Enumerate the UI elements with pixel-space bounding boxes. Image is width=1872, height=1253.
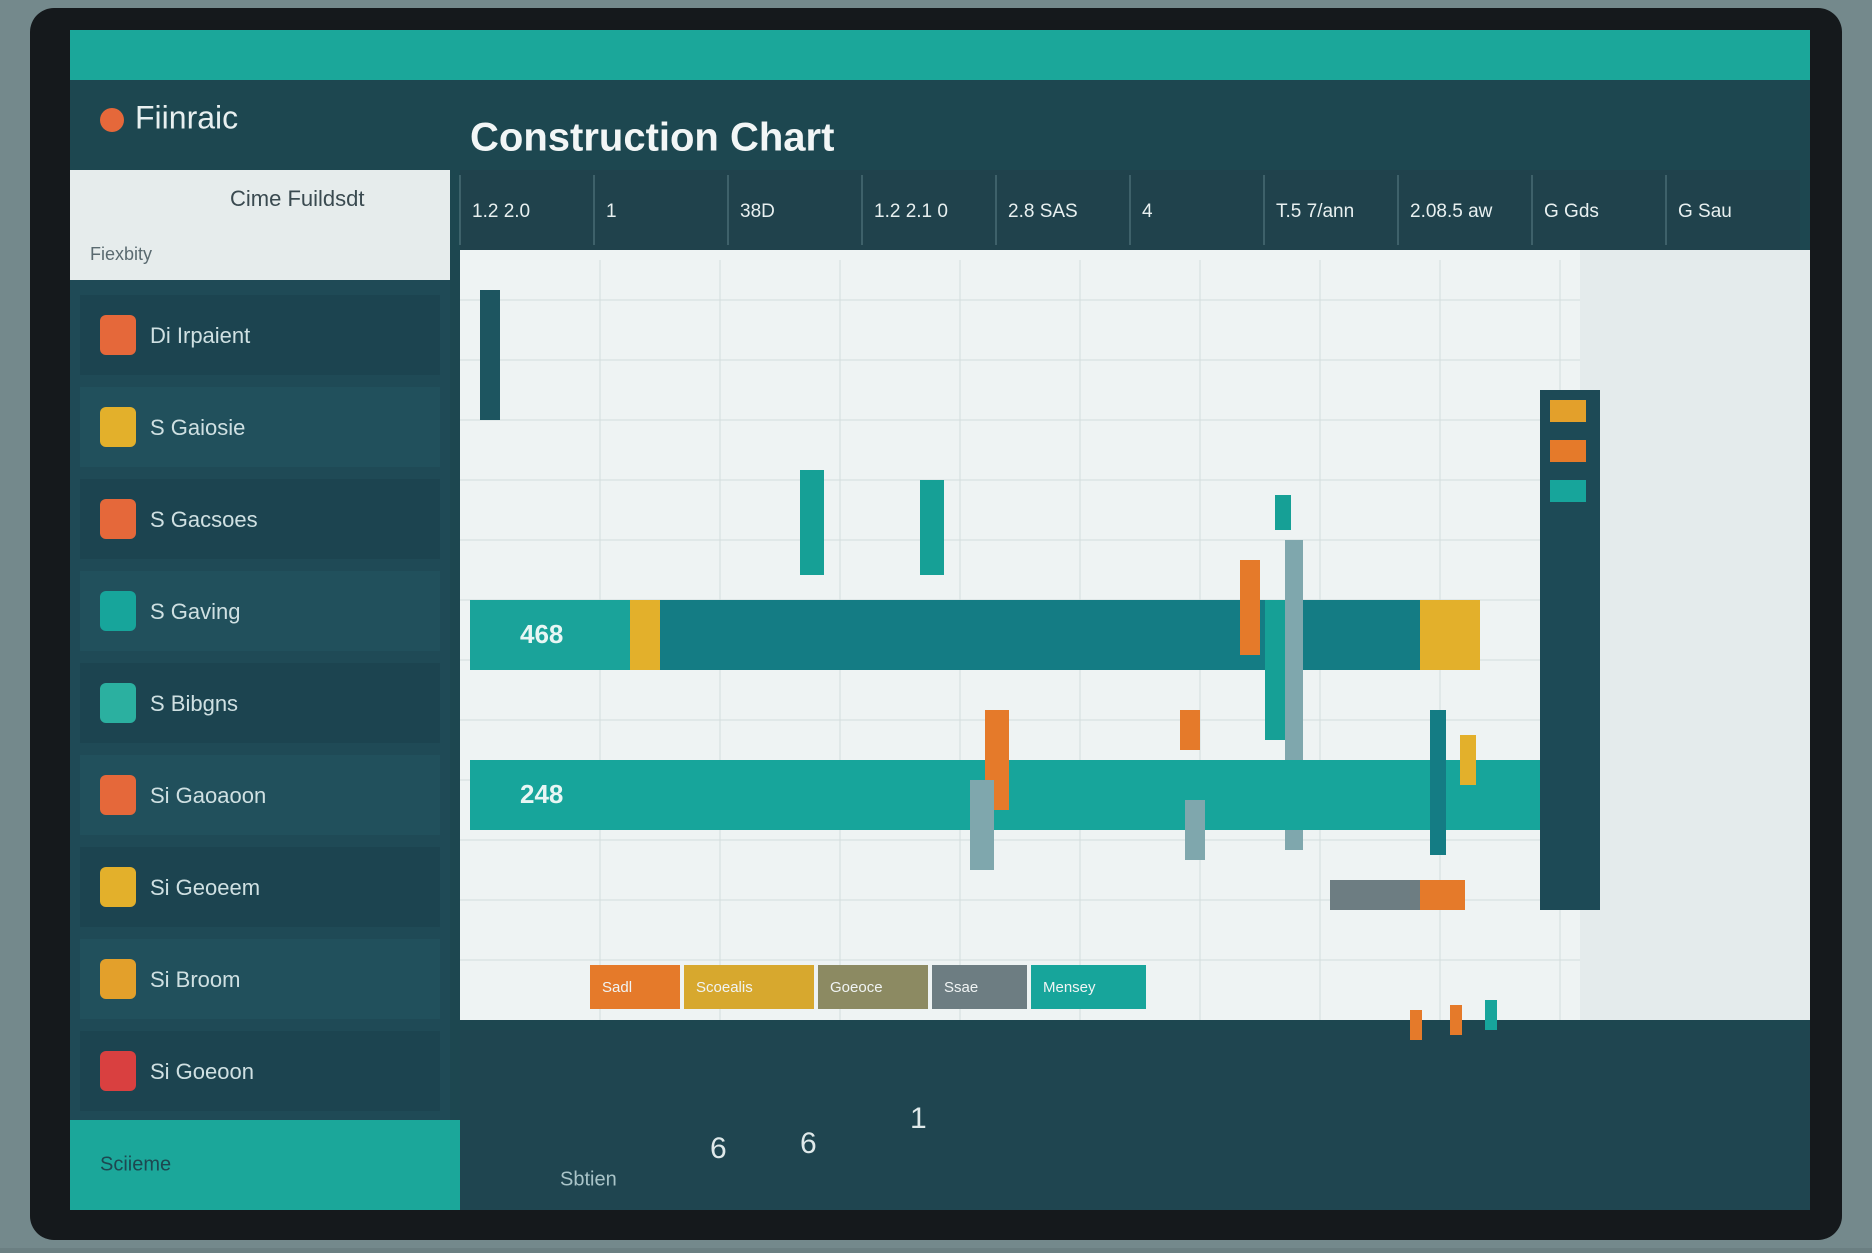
sidebar-item: S Gacsoes bbox=[150, 507, 258, 532]
sidebar-heading: Cime Fuildsdt bbox=[230, 186, 364, 211]
tab: 4 bbox=[1142, 201, 1153, 222]
sidebar-icon bbox=[100, 1051, 136, 1091]
sidebar-item: Si Geoeem bbox=[150, 875, 260, 900]
sidebar-section: Fiexbity bbox=[90, 244, 152, 264]
legend-chip bbox=[1550, 480, 1586, 502]
bar-label: 248 bbox=[520, 779, 563, 809]
tab: 38D bbox=[740, 201, 775, 222]
sidebar-icon bbox=[100, 959, 136, 999]
legend-chip bbox=[1550, 400, 1586, 422]
sidebar-icon bbox=[100, 315, 136, 355]
task bbox=[1460, 735, 1476, 785]
sidebar-row bbox=[80, 295, 440, 375]
task-bar bbox=[1420, 600, 1480, 670]
task bbox=[1430, 710, 1446, 855]
task bbox=[1275, 495, 1291, 530]
task bbox=[480, 290, 500, 420]
sidebar-row bbox=[80, 755, 440, 835]
segment-label: Ssae bbox=[944, 979, 978, 996]
sidebar-row bbox=[80, 1031, 440, 1111]
sidebar-icon bbox=[100, 683, 136, 723]
footer-value: 6 bbox=[800, 1127, 817, 1160]
tab: 1 bbox=[606, 201, 617, 222]
segment-label: Sadl bbox=[602, 979, 632, 996]
tab: 2.8 SAS bbox=[1008, 201, 1078, 222]
segment bbox=[932, 965, 1027, 1009]
sidebar-row bbox=[80, 939, 440, 1019]
sidebar-icon bbox=[100, 775, 136, 815]
tab: G Sau bbox=[1678, 201, 1732, 222]
segment-label: Scoealis bbox=[696, 979, 753, 996]
legend-chip bbox=[1550, 440, 1586, 462]
sidebar-header bbox=[70, 170, 450, 280]
tab: 2.08.5 aw bbox=[1410, 201, 1493, 222]
segment bbox=[1031, 965, 1146, 1009]
sidebar-item: Di Irpaient bbox=[150, 323, 250, 348]
tab: 1.2 2.1 0 bbox=[874, 201, 948, 222]
footer bbox=[460, 1030, 1810, 1210]
task-bar bbox=[470, 600, 630, 670]
sidebar-items: Di Irpaient S Gaiosie S Gacsoes S Gaving S B… bbox=[80, 295, 440, 1111]
sidebar-icon bbox=[100, 867, 136, 907]
sidebar-footer-label: Sciieme bbox=[100, 1153, 171, 1175]
segment bbox=[684, 965, 814, 1009]
segment bbox=[818, 965, 928, 1009]
task bbox=[1420, 880, 1465, 910]
indicator bbox=[1410, 1010, 1422, 1040]
sidebar-item: S Gaiosie bbox=[150, 415, 245, 440]
tab: T.5 7/ann bbox=[1276, 201, 1354, 222]
right-panel bbox=[1580, 250, 1810, 1020]
sidebar-item: Si Gaoaoon bbox=[150, 783, 266, 808]
tabs: 1.2 2.0 1 38D 1.2 2.1 0 2.8 SAS 4 T.5 7/ann 2.0… bbox=[459, 175, 1732, 245]
task bbox=[1240, 560, 1260, 655]
bar-label: 468 bbox=[520, 619, 563, 649]
legend-column bbox=[1540, 390, 1600, 910]
segment-bar: Sadl Scoealis Goeoce Ssae Mensey bbox=[590, 965, 1146, 1009]
task bbox=[970, 780, 994, 870]
segment-label: Mensey bbox=[1043, 979, 1096, 996]
task bbox=[1180, 710, 1200, 750]
tab: 1.2 2.0 bbox=[472, 201, 530, 222]
footer-value: 6 bbox=[710, 1132, 727, 1165]
sidebar-row bbox=[80, 847, 440, 927]
task bbox=[1330, 880, 1420, 910]
sidebar-icon bbox=[100, 591, 136, 631]
task-bar bbox=[470, 760, 1560, 830]
sidebar-item: S Bibgns bbox=[150, 691, 238, 716]
sidebar-item: S Gaving bbox=[150, 599, 241, 624]
title: Construction Chart bbox=[470, 116, 834, 160]
top-bar bbox=[70, 30, 1810, 80]
sidebar-icon bbox=[100, 407, 136, 447]
segment-label: Goeoce bbox=[830, 979, 883, 996]
sidebar-item: Si Goeoon bbox=[150, 1059, 254, 1084]
sidebar-row bbox=[80, 571, 440, 651]
tab: G Gds bbox=[1544, 201, 1599, 222]
task bbox=[1265, 600, 1285, 740]
sidebar-row bbox=[80, 479, 440, 559]
task-bar bbox=[630, 600, 660, 670]
logo-icon bbox=[100, 108, 124, 132]
sidebar-footer bbox=[70, 1120, 460, 1210]
segment bbox=[590, 965, 680, 1009]
footer-value: 1 bbox=[910, 1102, 927, 1135]
task bbox=[1185, 800, 1205, 860]
indicator bbox=[1450, 1005, 1462, 1035]
task bbox=[800, 470, 824, 575]
logo: Fiinraic bbox=[135, 99, 238, 135]
indicator bbox=[1485, 1000, 1497, 1030]
sidebar-row bbox=[80, 663, 440, 743]
sidebar-row bbox=[80, 387, 440, 467]
footer-caption: Sbtien bbox=[560, 1168, 617, 1190]
sidebar-item: Si Broom bbox=[150, 967, 240, 992]
sidebar-icon bbox=[100, 499, 136, 539]
chart-area bbox=[460, 170, 1580, 1020]
task bbox=[920, 480, 944, 575]
